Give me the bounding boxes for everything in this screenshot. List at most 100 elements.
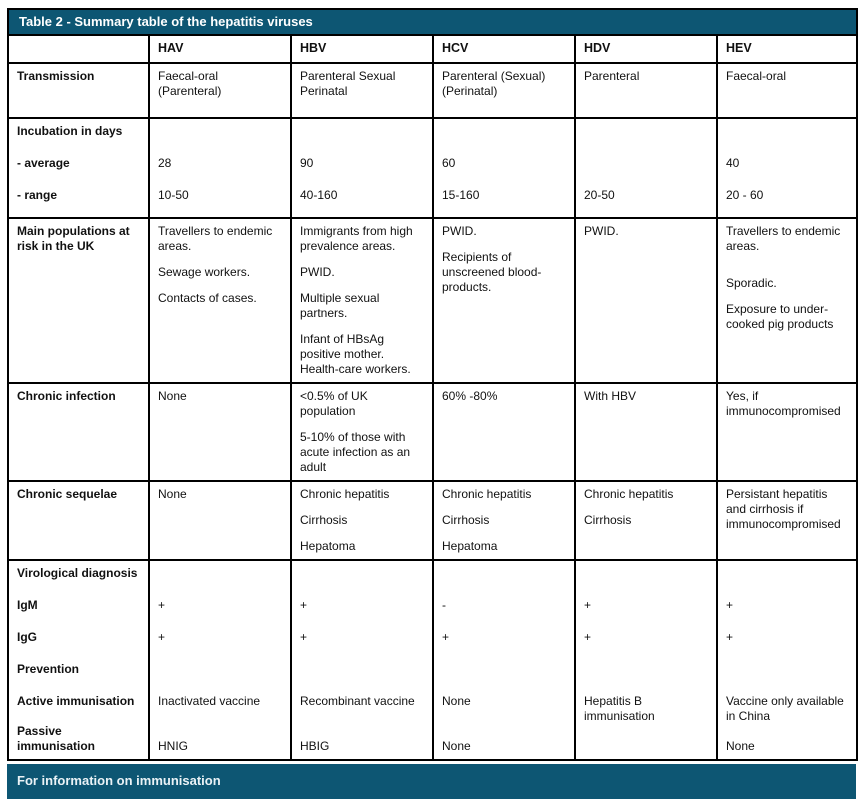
active-hdv: Hepatitis B immunisation (584, 694, 655, 723)
igm-label: IgM (17, 598, 38, 612)
cell-virology-hdv: + + Hepatitis B immunisation (574, 559, 718, 761)
row-populations: Main populations at risk in the UK Trave… (7, 217, 859, 384)
cell-chronic-sequelae-hav: None (148, 480, 292, 561)
row-label-transmission: Transmission (7, 62, 150, 119)
cell-incubation-hcv: 60 15-160 (432, 117, 576, 219)
chronic-sequelae-hbv-item: Chronic hepatitis (300, 487, 390, 501)
igg-hev: + (726, 630, 734, 644)
col-header-hbv: HBV (290, 34, 434, 64)
col-header-hev: HEV (715, 34, 859, 64)
populations-hev-item: Sporadic. (726, 276, 777, 290)
igg-hav: + (158, 630, 166, 644)
igm-hev: + (726, 598, 734, 612)
cell-transmission-hav: Faecal-oral (Parenteral) (148, 62, 292, 119)
row-label-incubation: Incubation in days - average - range (7, 117, 150, 219)
cell-chronic-infection-hbv: <0.5% of UK population 5-10% of those wi… (290, 382, 434, 482)
row-incubation: Incubation in days - average - range 28 … (7, 117, 859, 219)
cell-incubation-hbv: 90 40-160 (290, 117, 434, 219)
incubation-range-label: - range (17, 188, 58, 202)
cell-chronic-sequelae-hbv: Chronic hepatitis Cirrhosis Hepatoma (290, 480, 434, 561)
cell-transmission-hdv: Parenteral (574, 62, 718, 119)
chronic-infection-hbv-item: 5-10% of those with acute infection as a… (300, 430, 411, 474)
cell-populations-hdv: PWID. (574, 217, 718, 384)
populations-hav-item: Travellers to endemic areas. (158, 224, 273, 253)
igg-label: IgG (17, 630, 37, 644)
prevention-label: Prevention (17, 662, 80, 676)
igm-hcv: - (442, 598, 446, 612)
cell-virology-hbv: + + Recombinant vaccine HBIG (290, 559, 434, 761)
col-header-blank (7, 34, 150, 64)
active-hbv: Recombinant vaccine (300, 694, 415, 708)
incubation-average-hev: 40 (726, 156, 740, 170)
cell-populations-hbv: Immigrants from high prevalence areas. P… (290, 217, 434, 384)
populations-hcv-item: PWID. (442, 224, 477, 238)
incubation-average-hbv: 90 (300, 156, 314, 170)
populations-hav-item: Contacts of cases. (158, 291, 257, 305)
igm-hav: + (158, 598, 166, 612)
igg-hdv: + (584, 630, 592, 644)
passive-hev: None (726, 739, 755, 753)
chronic-sequelae-hbv-item: Hepatoma (300, 539, 356, 553)
chronic-sequelae-hdv-item: Chronic hepatitis (584, 487, 674, 501)
cell-populations-hev: Travellers to endemic areas. Sporadic. E… (715, 217, 859, 384)
chronic-sequelae-hcv-item: Hepatoma (442, 539, 498, 553)
virology-section-label: Virological diagnosis (17, 566, 138, 580)
active-immunisation-label: Active immunisation (17, 694, 135, 708)
cell-chronic-sequelae-hdv: Chronic hepatitis Cirrhosis (574, 480, 718, 561)
cell-chronic-infection-hcv: 60% -80% (432, 382, 576, 482)
hepatitis-summary-table: Table 2 - Summary table of the hepatitis… (6, 8, 859, 761)
cell-chronic-sequelae-hcv: Chronic hepatitis Cirrhosis Hepatoma (432, 480, 576, 561)
incubation-label: Incubation in days (17, 124, 123, 138)
row-label-chronic-infection: Chronic infection (7, 382, 150, 482)
chronic-sequelae-hev-item: Persistant hepatitis and cirrhosis if im… (726, 487, 841, 531)
populations-hev-item: Exposure to under-cooked pig products (726, 302, 834, 331)
col-header-hdv: HDV (574, 34, 718, 64)
cell-virology-hev: + + Vaccine only available in China None (715, 559, 859, 761)
populations-hbv-item: PWID. (300, 265, 335, 279)
igg-hcv: + (442, 630, 450, 644)
passive-immunisation-label: Passive immunisation (17, 724, 96, 753)
cell-incubation-hev: 40 20 - 60 (715, 117, 859, 219)
cell-transmission-hev: Faecal-oral (715, 62, 859, 119)
row-chronic-infection: Chronic infection None <0.5% of UK popul… (7, 382, 859, 482)
cell-chronic-infection-hav: None (148, 382, 292, 482)
chronic-sequelae-hav-item: None (158, 487, 187, 501)
incubation-average-hcv: 60 (442, 156, 456, 170)
populations-hbv-item: Infant of HBsAg positive mother. Health-… (300, 332, 411, 376)
cell-incubation-hdv: 20-50 (574, 117, 718, 219)
row-label-populations: Main populations at risk in the UK (7, 217, 150, 384)
active-hav: Inactivated vaccine (158, 694, 261, 708)
igm-hdv: + (584, 598, 592, 612)
incubation-average-hdv (584, 156, 708, 188)
chronic-sequelae-hcv-item: Cirrhosis (442, 513, 490, 527)
row-chronic-sequelae: Chronic sequelae None Chronic hepatitis … (7, 480, 859, 561)
cell-chronic-infection-hev: Yes, if immunocompromised (715, 382, 859, 482)
incubation-range-hcv: 15-160 (442, 188, 480, 202)
passive-hav: HNIG (158, 739, 188, 753)
populations-hdv-item: PWID. (584, 224, 619, 238)
cell-virology-hcv: - + None None (432, 559, 576, 761)
column-header-row: HAV HBV HCV HDV HEV (7, 34, 859, 64)
populations-hbv-item: Immigrants from high prevalence areas. (300, 224, 413, 253)
cell-incubation-hav: 28 10-50 (148, 117, 292, 219)
chronic-sequelae-hbv-item: Cirrhosis (300, 513, 348, 527)
populations-hbv-item: Multiple sexual partners. (300, 291, 380, 320)
chronic-infection-hbv-item: <0.5% of UK population (300, 389, 368, 418)
chronic-infection-hdv-item: With HBV (584, 389, 637, 403)
incubation-range-hbv: 40-160 (300, 188, 338, 202)
col-header-hav: HAV (148, 34, 292, 64)
incubation-range-hav: 10-50 (158, 188, 189, 202)
chronic-infection-hev-item: Yes, if immunocompromised (726, 389, 841, 418)
cell-transmission-hcv: Parenteral (Sexual) (Perinatal) (432, 62, 576, 119)
row-virology: Virological diagnosis IgM IgG Prevention… (7, 559, 859, 761)
cell-virology-hav: + + Inactivated vaccine HNIG (148, 559, 292, 761)
next-section-title-bar: For information on immunisation (7, 764, 856, 799)
table-title: Table 2 - Summary table of the hepatitis… (6, 8, 859, 36)
passive-hcv: None (442, 739, 471, 753)
table-title-row: Table 2 - Summary table of the hepatitis… (6, 8, 859, 36)
chronic-sequelae-hcv-item: Chronic hepatitis (442, 487, 532, 501)
incubation-range-hev: 20 - 60 (726, 188, 764, 202)
active-hev: Vaccine only available in China (726, 694, 844, 723)
incubation-average-hav: 28 (158, 156, 172, 170)
igm-hbv: + (300, 598, 308, 612)
